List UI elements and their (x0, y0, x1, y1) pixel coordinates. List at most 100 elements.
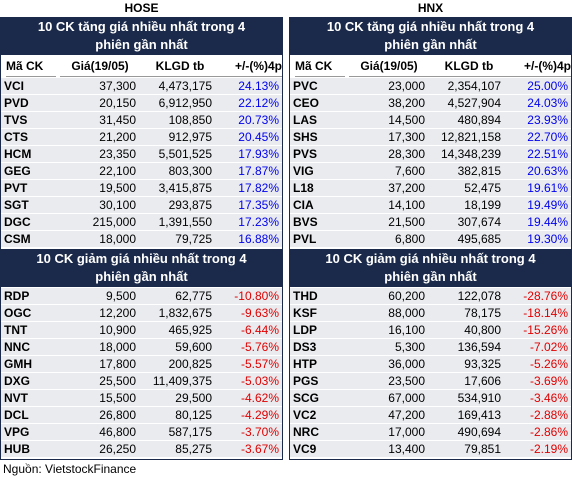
table-cell: 47,200 (343, 407, 425, 424)
table-cell: 12,821,158 (425, 129, 501, 146)
table-cell: VC9 (293, 441, 343, 458)
table-cell: 19.30% (501, 231, 568, 248)
table-cell: DGC (4, 214, 54, 231)
table-cell: 37,300 (54, 78, 136, 95)
table-cell: 490,694 (425, 424, 501, 441)
table-cell: CIA (293, 197, 343, 214)
table-cell: SHS (293, 129, 343, 146)
table-cell: 21,200 (54, 129, 136, 146)
table-cell: NNC (4, 339, 54, 356)
table-cell: 382,815 (425, 163, 501, 180)
table-cell: NVT (4, 390, 54, 407)
table-cell: 22.12% (212, 95, 279, 112)
table-cell: 17,606 (425, 373, 501, 390)
table-cell: 17.93% (212, 146, 279, 163)
table-cell: RDP (4, 288, 54, 305)
table-cell: VCI (4, 78, 54, 95)
table-cell: -3.46% (501, 390, 568, 407)
table-cell: 803,300 (136, 163, 212, 180)
table-cell: CSM (4, 231, 54, 248)
table-cell: 11,409,375 (136, 373, 212, 390)
table-cell: SGT (4, 197, 54, 214)
table-cell: -6.44% (212, 322, 279, 339)
table-cell: CEO (293, 95, 343, 112)
table-cell: 480,894 (425, 112, 501, 129)
table-cell: 5,300 (343, 339, 425, 356)
table-cell: -15.26% (501, 322, 568, 339)
table-cell: 122,078 (425, 288, 501, 305)
table-cell: 17.23% (212, 214, 279, 231)
table-cell: PVD (4, 95, 54, 112)
table-cell: -3.67% (212, 441, 279, 458)
table-cell: GEG (4, 163, 54, 180)
table-cell: 5,501,525 (136, 146, 212, 163)
table-cell: KSF (293, 305, 343, 322)
table-cell: 108,850 (136, 112, 212, 129)
section-title: 10 CK giảm giá nhiều nhất trong 4 phiên … (289, 249, 572, 287)
column-header: KLGD tb (140, 55, 220, 77)
table-cell: BVS (293, 214, 343, 231)
table-cell: PVL (293, 231, 343, 248)
table-cell: -3.70% (212, 424, 279, 441)
column-header: Giá(19/05) (349, 55, 429, 77)
table-cell: 26,250 (54, 441, 136, 458)
table-cell: 23.93% (501, 112, 568, 129)
table-cell: 62,775 (136, 288, 212, 305)
column-header: +/-(%)4p (212, 55, 282, 77)
table-cell: 22.51% (501, 146, 568, 163)
table-cell: 17,300 (343, 129, 425, 146)
table-cell: -2.19% (501, 441, 568, 458)
table-cell: 37,200 (343, 180, 425, 197)
table-cell: NRC (293, 424, 343, 441)
table-cell: LDP (293, 322, 343, 339)
table-cell: 3,415,875 (136, 180, 212, 197)
table-cell: 16,100 (343, 322, 425, 339)
table-cell: 24.03% (501, 95, 568, 112)
table-cell: L18 (293, 180, 343, 197)
table-cell: 12,200 (54, 305, 136, 322)
table-cell: GMH (4, 356, 54, 373)
table-cell: 19.61% (501, 180, 568, 197)
table-cell: 19.49% (501, 197, 568, 214)
table-cell: 25.00% (501, 78, 568, 95)
table-cell: 59,600 (136, 339, 212, 356)
table-cell: 19,500 (54, 180, 136, 197)
table-cell: 78,175 (425, 305, 501, 322)
table-cell: 16.88% (212, 231, 279, 248)
table-cell: 40,800 (425, 322, 501, 339)
table-cell: VC2 (293, 407, 343, 424)
table-cell: -2.88% (501, 407, 568, 424)
table-cell: 10,900 (54, 322, 136, 339)
table-cell: 46,800 (54, 424, 136, 441)
table-cell: 20.45% (212, 129, 279, 146)
table-cell: -4.29% (212, 407, 279, 424)
table-cell: -5.26% (501, 356, 568, 373)
table-cell: 93,325 (425, 356, 501, 373)
table-cell: 1,832,675 (136, 305, 212, 322)
table-cell: -9.63% (212, 305, 279, 322)
column-header: KLGD tb (429, 55, 509, 77)
column-header: Giá(19/05) (60, 55, 140, 77)
table-cell: 293,875 (136, 197, 212, 214)
table-cell: 85,275 (136, 441, 212, 458)
exchange-title: HOSE (124, 1, 159, 15)
table-cell: 20.73% (212, 112, 279, 129)
section-title: 10 CK giảm giá nhiều nhất trong 4 phiên … (0, 249, 283, 287)
table-cell: 169,413 (425, 407, 501, 424)
table-cell: HUB (4, 441, 54, 458)
table-cell: 17.87% (212, 163, 279, 180)
table-cell: 21,500 (343, 214, 425, 231)
table-cell: 20.63% (501, 163, 568, 180)
table-cell: 6,912,950 (136, 95, 212, 112)
table-cell: 7,600 (343, 163, 425, 180)
table-cell: 23,500 (343, 373, 425, 390)
table-cell: 26,800 (54, 407, 136, 424)
table-cell: -5.03% (212, 373, 279, 390)
table-cell: 67,000 (343, 390, 425, 407)
column-header: Mã CK (295, 55, 345, 77)
table-cell: 38,200 (343, 95, 425, 112)
table-cell: -18.14% (501, 305, 568, 322)
exchange-title: HNX (417, 1, 444, 15)
section-title: 10 CK tăng giá nhiều nhất trong 4 phiên … (0, 17, 283, 55)
table-cell: 20,150 (54, 95, 136, 112)
